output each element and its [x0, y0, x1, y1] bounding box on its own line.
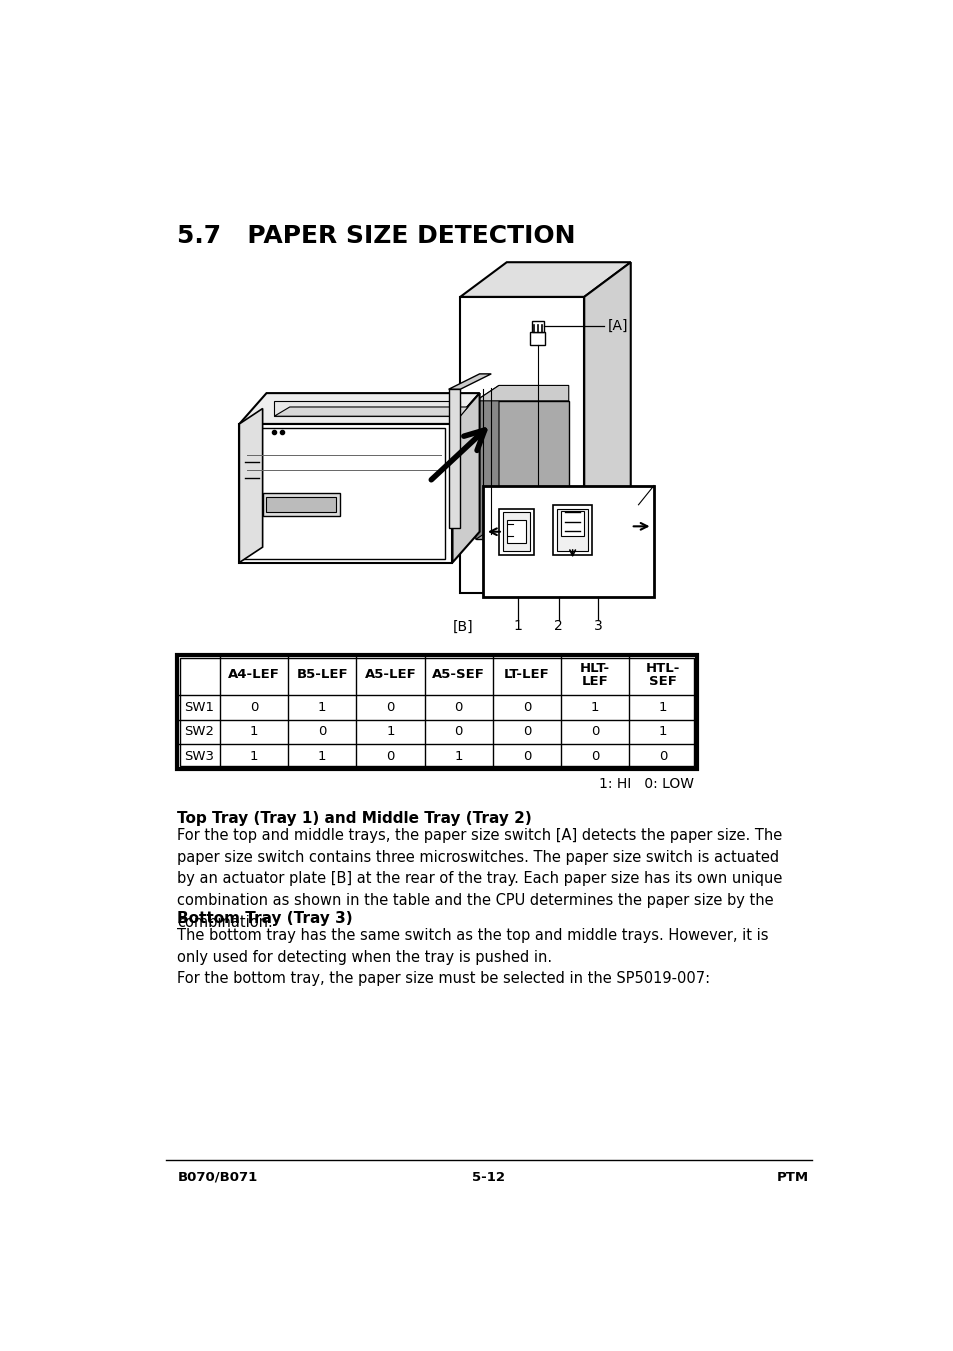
- Text: [B]: [B]: [452, 619, 473, 634]
- Polygon shape: [498, 508, 534, 555]
- Text: B070/B071: B070/B071: [177, 1171, 257, 1183]
- Polygon shape: [239, 393, 479, 424]
- Polygon shape: [583, 262, 630, 593]
- Polygon shape: [476, 385, 498, 539]
- Text: 1: 1: [514, 619, 522, 634]
- Polygon shape: [553, 505, 592, 555]
- Text: Top Tray (Tray 1) and Middle Tray (Tray 2): Top Tray (Tray 1) and Middle Tray (Tray …: [177, 811, 532, 827]
- Text: Bottom Tray (Tray 3): Bottom Tray (Tray 3): [177, 912, 353, 927]
- Text: The bottom tray has the same switch as the top and middle trays. However, it is
: The bottom tray has the same switch as t…: [177, 928, 768, 965]
- Text: [A]: [A]: [607, 319, 627, 334]
- Text: 0: 0: [522, 725, 531, 739]
- Text: 5.7   PAPER SIZE DETECTION: 5.7 PAPER SIZE DETECTION: [177, 224, 576, 247]
- Polygon shape: [262, 493, 340, 516]
- Polygon shape: [452, 393, 479, 562]
- Text: 1: 1: [317, 750, 326, 763]
- Text: SW2: SW2: [184, 725, 213, 739]
- Text: 1: 1: [250, 750, 258, 763]
- Text: 0: 0: [386, 701, 395, 713]
- Text: 0: 0: [317, 725, 326, 739]
- Text: 0: 0: [659, 750, 667, 763]
- Polygon shape: [448, 374, 491, 389]
- Polygon shape: [243, 428, 444, 559]
- Polygon shape: [476, 401, 568, 539]
- Text: 3: 3: [593, 619, 602, 634]
- Text: 1: 1: [386, 725, 395, 739]
- Text: LT-LEF: LT-LEF: [503, 669, 549, 681]
- Polygon shape: [483, 485, 654, 597]
- Polygon shape: [239, 424, 452, 562]
- Polygon shape: [266, 497, 335, 512]
- Text: 0: 0: [250, 701, 258, 713]
- Polygon shape: [506, 520, 525, 543]
- Text: 1: 1: [317, 701, 326, 713]
- Text: 0: 0: [454, 701, 462, 713]
- Polygon shape: [459, 297, 583, 593]
- Polygon shape: [557, 508, 587, 551]
- FancyBboxPatch shape: [180, 658, 694, 766]
- Text: 0: 0: [386, 750, 395, 763]
- Text: 1: 1: [590, 701, 598, 713]
- Text: HTL-: HTL-: [645, 662, 679, 674]
- Text: 5-12: 5-12: [472, 1171, 505, 1183]
- Text: SEF: SEF: [649, 676, 677, 688]
- Text: HLT-: HLT-: [579, 662, 610, 674]
- Polygon shape: [530, 331, 545, 346]
- Text: SW1: SW1: [184, 701, 213, 713]
- Polygon shape: [274, 401, 459, 416]
- Text: B5-LEF: B5-LEF: [296, 669, 348, 681]
- Polygon shape: [476, 385, 568, 401]
- Text: A5-SEF: A5-SEF: [432, 669, 485, 681]
- Text: A4-LEF: A4-LEF: [228, 669, 280, 681]
- Polygon shape: [239, 408, 262, 562]
- Text: 0: 0: [522, 701, 531, 713]
- Polygon shape: [459, 262, 630, 297]
- Polygon shape: [274, 407, 468, 416]
- Text: 0: 0: [522, 750, 531, 763]
- Text: 1: HI   0: LOW: 1: HI 0: LOW: [598, 777, 693, 790]
- Text: 0: 0: [454, 725, 462, 739]
- Text: LEF: LEF: [581, 676, 608, 688]
- Text: PTM: PTM: [776, 1171, 808, 1183]
- Text: 0: 0: [590, 725, 598, 739]
- Text: 0: 0: [590, 750, 598, 763]
- Polygon shape: [448, 389, 459, 528]
- Text: For the bottom tray, the paper size must be selected in the SP5019-007:: For the bottom tray, the paper size must…: [177, 970, 710, 986]
- Polygon shape: [560, 511, 583, 535]
- Text: 1: 1: [659, 725, 667, 739]
- FancyBboxPatch shape: [177, 655, 697, 769]
- Text: 2: 2: [554, 619, 562, 634]
- Text: 1: 1: [454, 750, 462, 763]
- Text: A5-LEF: A5-LEF: [364, 669, 416, 681]
- Text: For the top and middle trays, the paper size switch [A] detects the paper size. : For the top and middle trays, the paper …: [177, 828, 781, 929]
- Polygon shape: [502, 512, 530, 551]
- Polygon shape: [531, 320, 543, 331]
- Text: SW3: SW3: [184, 750, 213, 763]
- Text: 1: 1: [250, 725, 258, 739]
- Text: 1: 1: [659, 701, 667, 713]
